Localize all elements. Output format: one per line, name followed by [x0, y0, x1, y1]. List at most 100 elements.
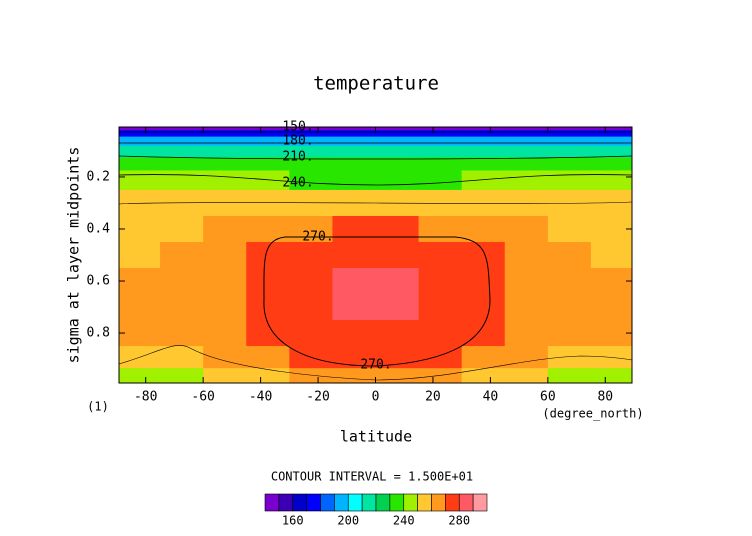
field-cell: [119, 368, 161, 384]
field-cell: [289, 294, 333, 321]
field-cell: [504, 268, 549, 295]
field-cell: [246, 127, 290, 131]
field-cell: [246, 170, 290, 191]
field-cell: [160, 136, 204, 147]
field-cell: [246, 368, 290, 384]
colorbar-box: [278, 493, 294, 512]
field-cell: [289, 157, 333, 171]
field-cell: [119, 170, 161, 191]
field-cell: [461, 215, 506, 243]
colorbar-tick-label: 240: [393, 514, 415, 528]
field-cell: [547, 130, 592, 138]
field-cell: [246, 215, 290, 243]
field-cell: [375, 320, 420, 347]
field-cell: [375, 170, 420, 191]
colorbar-box: [334, 493, 349, 512]
field-cell: [547, 170, 592, 191]
field-cell: [375, 130, 420, 138]
x-tick-label: 80: [597, 390, 613, 405]
colorbar-box: [292, 493, 307, 512]
field-cell: [418, 241, 463, 269]
field-cell: [203, 294, 247, 321]
field-cell: [590, 136, 633, 147]
field-cell: [504, 320, 549, 347]
field-cell: [160, 268, 204, 295]
field-cell: [203, 170, 247, 191]
x-tick-label: -40: [249, 390, 272, 405]
field-cell: [547, 136, 592, 147]
contour-label: 270.: [302, 230, 333, 245]
field-cell: [119, 241, 161, 269]
field-cell: [203, 130, 247, 138]
field-cell: [203, 368, 247, 384]
field-cell: [547, 241, 592, 269]
field-cell: [461, 346, 506, 369]
field-cell: [332, 320, 376, 347]
contour-label: 210.: [282, 150, 313, 165]
field-cell: [504, 145, 549, 158]
field-cell: [332, 346, 376, 369]
field-cell: [590, 145, 633, 158]
field-cell: [246, 145, 290, 158]
field-cell: [504, 368, 549, 384]
field-cell: [547, 127, 592, 131]
field-cell: [203, 215, 247, 243]
colorbar-box: [458, 493, 474, 512]
field-cell: [203, 136, 247, 147]
field-cell: [375, 294, 420, 321]
field-cell: [160, 130, 204, 138]
field-cell: [203, 145, 247, 158]
field-cell: [119, 130, 161, 138]
contour-line: [118, 174, 633, 186]
field-cell: [119, 215, 161, 243]
field-cell: [203, 127, 247, 131]
field-cell: [418, 215, 463, 243]
field-cell: [160, 170, 204, 191]
colorbar-box: [403, 493, 418, 512]
colorbar-box: [361, 493, 377, 512]
field-cell: [590, 170, 633, 191]
colorbar-box: [264, 493, 280, 512]
field-cell: [590, 157, 633, 171]
field-cell: [160, 320, 204, 347]
field-cell: [332, 127, 376, 131]
field-cell: [418, 368, 463, 384]
colorbar-box: [320, 493, 335, 512]
contour-line: [118, 201, 633, 205]
field-cell: [590, 189, 633, 217]
field-cell: [547, 320, 592, 347]
contour-label: 270.: [360, 358, 391, 373]
field-cell: [119, 136, 161, 147]
x-axis-label: latitude: [340, 428, 412, 446]
y-tick-label: 0.2: [87, 169, 110, 184]
field-cell: [119, 127, 161, 131]
colorbar-box: [375, 493, 391, 512]
field-cell: [504, 127, 549, 131]
contour-label: 150.: [282, 120, 313, 135]
field-cell: [289, 189, 333, 217]
field-cell: [332, 241, 376, 269]
field-cell: [289, 268, 333, 295]
x-tick-label: 0: [372, 390, 380, 405]
field-cell: [504, 215, 549, 243]
field-cell: [461, 268, 506, 295]
field-cell: [246, 136, 290, 147]
field-cell: [332, 130, 376, 138]
x-tick-label: -60: [191, 390, 214, 405]
field-cell: [418, 136, 463, 147]
field-cell: [203, 157, 247, 171]
field-cell: [332, 170, 376, 191]
field-cell: [332, 268, 376, 295]
field-cell: [203, 346, 247, 369]
field-cell: [289, 130, 333, 138]
field-cell: [203, 320, 247, 347]
field-cell: [418, 145, 463, 158]
field-cell: [418, 268, 463, 295]
field-cell: [332, 157, 376, 171]
field-cell: [418, 157, 463, 171]
colorbar-box: [306, 493, 321, 512]
field-cell: [375, 241, 420, 269]
field-cell: [375, 268, 420, 295]
field-cell: [289, 368, 333, 384]
